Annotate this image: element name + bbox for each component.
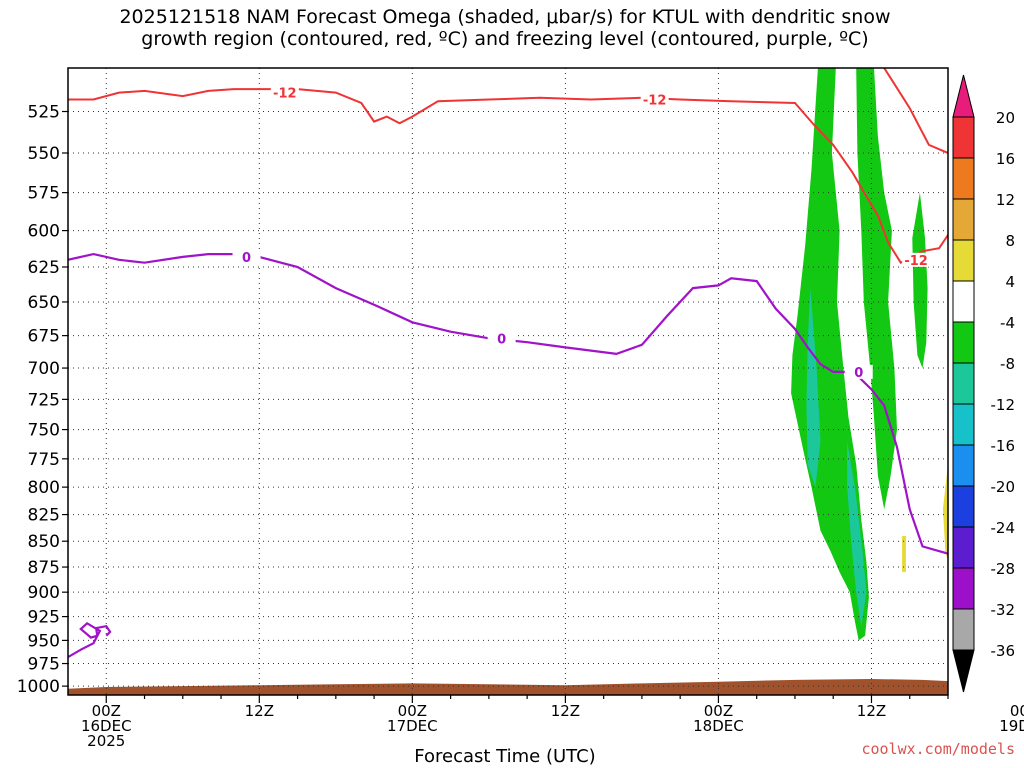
y-tick-label: 725: [28, 390, 60, 410]
contour-label-bg: [902, 252, 931, 267]
colorbar-segment: [952, 444, 975, 487]
contour-label-bg: [640, 92, 669, 107]
contours: -12 -12 -12 0 0 0: [68, 68, 948, 659]
contour-label: -12: [904, 254, 928, 269]
y-tick-label: 975: [28, 655, 60, 675]
colorbar-label: 4: [1005, 273, 1015, 291]
y-tick-label: 775: [28, 450, 60, 470]
colorbar-segment: [952, 239, 975, 282]
colorbar-label: -24: [991, 519, 1016, 537]
omega-region-green-east: [856, 68, 897, 510]
colorbar-segment: [952, 526, 975, 569]
x-axis-label: Forecast Time (UTC): [414, 746, 596, 767]
colorbar-segment: [952, 485, 975, 528]
colorbar-segment: [952, 608, 975, 651]
terrain-fill: [68, 679, 948, 695]
colorbar-label: 12: [996, 191, 1015, 209]
colorbar-segment: [952, 198, 975, 241]
chart-title: 2025121518 NAM Forecast Omega (shaded, μ…: [0, 6, 1010, 50]
x-tick-label: 00Z: [398, 702, 427, 720]
y-tick-label: 950: [28, 631, 60, 651]
contour-label-bg: [232, 249, 261, 264]
colorbar-segment: [952, 321, 975, 364]
y-tick-label: 525: [28, 103, 60, 123]
x-tick-label: 2025: [87, 732, 125, 750]
colorbar-label: 20: [996, 109, 1015, 127]
y-tick-label: 825: [28, 506, 60, 526]
contour-label: 0: [242, 251, 251, 266]
y-tick-label: 550: [28, 144, 60, 164]
colorbar-segment: [952, 403, 975, 446]
x-tick-label: 00Z: [1010, 702, 1024, 720]
colorbar-segment: [952, 280, 975, 323]
y-tick-label: 650: [28, 293, 60, 313]
colorbar-label: -20: [991, 478, 1016, 496]
y-axis: 525 550 575 600 625 650 675 700 725 750 775 800 825 8…: [17, 103, 68, 697]
y-tick-label: 900: [28, 583, 60, 603]
omega-region-yellow-tick: [902, 535, 906, 573]
grid: [68, 68, 948, 695]
colorbar-top-arrow: [952, 74, 975, 118]
y-tick-label: 575: [28, 184, 60, 204]
colorbar-label: -16: [991, 437, 1016, 455]
colorbar-segment: [952, 157, 975, 200]
colorbar-label: 8: [1005, 232, 1015, 250]
y-tick-label: 750: [28, 421, 60, 441]
omega-region-green-narrow: [912, 192, 928, 369]
x-tick-label: 12Z: [551, 702, 580, 720]
y-tick-label: 1000: [17, 677, 60, 697]
site-watermark: coolwx.com/models: [861, 740, 1015, 758]
x-tick-label: 00Z: [704, 702, 733, 720]
omega-region-teal-2: [847, 441, 867, 627]
colorbar-label: -12: [991, 396, 1016, 414]
x-tick-label: 18DEC: [693, 717, 744, 735]
contour-label: -12: [273, 87, 297, 102]
y-tick-label: 625: [28, 258, 60, 278]
x-tick-label: 19DEC: [999, 717, 1024, 735]
colorbar-label: -4: [1000, 314, 1015, 332]
y-tick-label: 700: [28, 359, 60, 379]
colorbar-segment: [952, 116, 975, 159]
colorbar-bottom-arrow: [952, 649, 975, 693]
colorbar: 20 16 12 8 4 -4 -8 -12 -16 -20 -24 -28 -32 -36: [952, 74, 1016, 693]
contour-line: [68, 621, 112, 659]
contour-label-bg: [844, 364, 873, 379]
x-tick-label: 12Z: [245, 702, 274, 720]
y-tick-label: 875: [28, 558, 60, 578]
colorbar-label: -32: [991, 601, 1016, 619]
omega-shading: [791, 68, 948, 641]
colorbar-label: -28: [991, 560, 1016, 578]
contour-line: [883, 68, 948, 155]
contour-label: 0: [497, 332, 506, 347]
x-axis: 00Z16DEC202512Z00Z17DEC12Z00Z18DEC12Z00Z…: [81, 695, 1024, 750]
contour-label-bg: [487, 331, 516, 346]
colorbar-segment: [952, 362, 975, 405]
contour-label: 0: [854, 366, 863, 381]
x-tick-label: 17DEC: [387, 717, 438, 735]
x-tick-label: 16DEC: [81, 717, 132, 735]
y-tick-label: 675: [28, 327, 60, 347]
chart-title-line2: growth region (contoured, red, ºC) and f…: [141, 28, 869, 50]
y-tick-label: 600: [28, 222, 60, 242]
colorbar-label: -36: [991, 642, 1016, 660]
y-tick-label: 925: [28, 608, 60, 628]
y-tick-label: 800: [28, 478, 60, 498]
x-tick-label: 00Z: [92, 702, 121, 720]
omega-region-teal-1: [806, 288, 821, 488]
chart-title-line1: 2025121518 NAM Forecast Omega (shaded, μ…: [119, 6, 891, 28]
contour-label-bg: [270, 85, 299, 100]
plot-frame: [67, 67, 949, 696]
colorbar-label: 16: [996, 150, 1015, 168]
omega-region-yellow-small: [942, 464, 948, 563]
contour-label: -12: [643, 94, 667, 109]
y-tick-label: 850: [28, 532, 60, 552]
x-tick-label: 12Z: [857, 702, 886, 720]
colorbar-label: -8: [1000, 355, 1015, 373]
colorbar-segment: [952, 567, 975, 610]
